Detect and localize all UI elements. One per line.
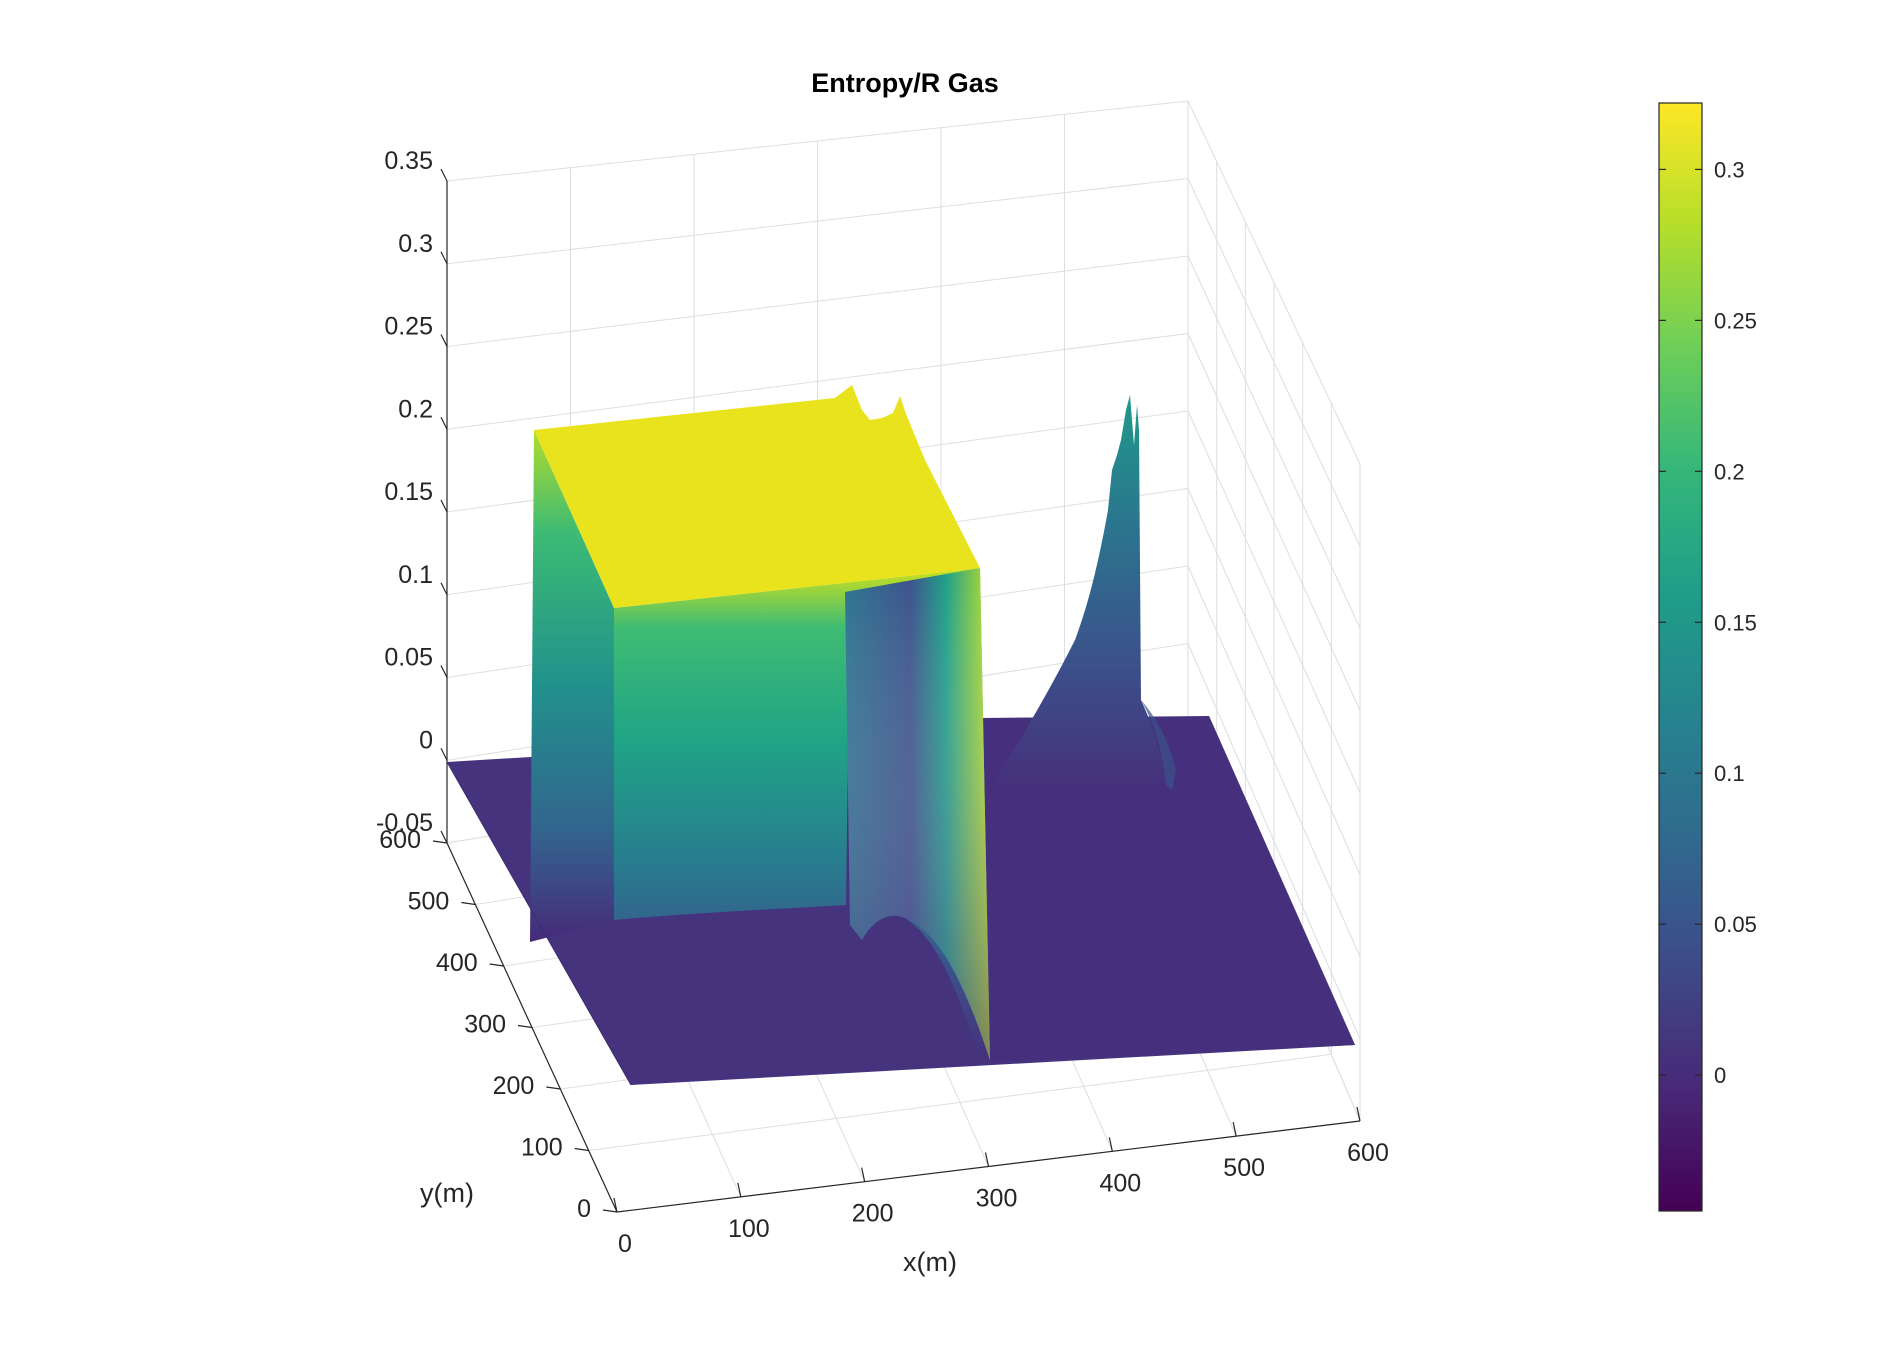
z-tick-mark — [440, 251, 448, 265]
z-tick-label: 0.3 — [398, 230, 433, 258]
colorbar-tick-label: 0.3 — [1714, 157, 1745, 182]
x-axis-label: x(m) — [903, 1247, 957, 1277]
x-tick-mark — [613, 1197, 618, 1213]
z-ticks: -0.05 0 0.05 0.1 0.15 0.2 0.25 0.3 0.35 — [376, 147, 448, 844]
x-tick-label: 500 — [1223, 1154, 1265, 1182]
x-tick-label: 300 — [976, 1185, 1018, 1213]
grid-line — [1187, 410, 1361, 793]
x-tick-mark — [737, 1182, 742, 1197]
z-tick-label: 0 — [419, 726, 433, 754]
z-tick-mark — [440, 499, 448, 513]
y-tick-mark — [517, 1024, 533, 1029]
y-axis-label: y(m) — [420, 1178, 474, 1208]
y-tick-mark — [432, 840, 448, 844]
y-tick-label: 200 — [493, 1072, 535, 1100]
z-tick-mark — [440, 416, 448, 430]
y-tick-label: 300 — [464, 1011, 506, 1039]
z-tick-mark — [440, 747, 448, 761]
z-tick-label: 0.15 — [384, 478, 433, 506]
colorbar-ticks: 0 0.05 0.1 0.15 0.2 0.25 0.3 — [1659, 157, 1757, 1088]
colorbar-tick-label: 0.25 — [1714, 308, 1757, 333]
grid-line — [1187, 488, 1361, 875]
z-tick-label: 0.05 — [384, 644, 433, 672]
grid-line — [446, 255, 1189, 347]
colorbar-tick-label: 0.15 — [1714, 610, 1757, 635]
grid-line — [446, 100, 1189, 182]
z-tick-label: -0.05 — [376, 809, 433, 837]
grid-line — [1187, 100, 1361, 465]
x-tick-label: 600 — [1347, 1139, 1389, 1167]
plateau-top — [534, 385, 980, 608]
x-tick-mark — [1108, 1137, 1113, 1152]
grid-line — [1187, 255, 1361, 629]
y-tick-label: 600 — [379, 826, 421, 854]
z-tick-label: 0.1 — [398, 561, 433, 589]
grid-line — [1187, 333, 1361, 711]
z-tick-label: 0.2 — [398, 395, 433, 423]
x-tick-label: 0 — [618, 1230, 632, 1258]
y-tick-label: 100 — [521, 1134, 563, 1162]
x-tick-label: 400 — [1099, 1169, 1141, 1197]
x-tick-mark — [984, 1152, 990, 1167]
z-tick-mark — [440, 334, 448, 347]
y-tick-mark — [461, 901, 476, 906]
plateau-left-wall — [530, 430, 614, 942]
colorbar-gradient — [1658, 102, 1703, 1212]
chart-title: Entropy/R Gas — [811, 68, 999, 98]
colorbar: 0 0.05 0.1 0.15 0.2 0.25 0.3 — [1658, 102, 1757, 1212]
y-tick-mark — [546, 1086, 561, 1090]
z-tick-mark — [440, 830, 448, 844]
z-tick-label: 0.35 — [384, 147, 433, 175]
plateau-right-wall-shade — [845, 568, 990, 1060]
y-tick-mark — [489, 963, 504, 967]
floor-surface-right — [980, 716, 1355, 1062]
y-tick-label: 0 — [577, 1195, 591, 1223]
y-tick-label: 500 — [408, 888, 450, 916]
grid-line — [1187, 178, 1361, 547]
y-tick-mark — [574, 1147, 589, 1152]
y-ticks: 0 100 200 300 400 500 600 — [379, 826, 618, 1223]
grid-line — [446, 178, 1189, 265]
z-tick-mark — [440, 582, 448, 596]
y-tick-label: 400 — [436, 949, 478, 977]
peak-ridge — [1141, 700, 1176, 790]
z-tick-label: 0.25 — [384, 313, 433, 341]
grid-line — [1187, 565, 1361, 957]
x-tick-label: 100 — [728, 1215, 770, 1243]
x-tick-label: 200 — [852, 1200, 894, 1228]
floor-front-edge — [446, 761, 632, 1086]
z-tick-mark — [440, 168, 448, 182]
colorbar-tick-label: 0.1 — [1714, 761, 1745, 786]
x-tick-mark — [1356, 1106, 1361, 1122]
grid-line — [1187, 643, 1361, 1040]
colorbar-tick-label: 0.2 — [1714, 459, 1745, 484]
peak-surface — [990, 395, 1165, 800]
y-tick-mark — [602, 1209, 618, 1213]
grid-line — [588, 1053, 1332, 1151]
colorbar-tick-label: 0 — [1714, 1063, 1726, 1088]
x-ticks: 0 100 200 300 400 500 600 — [613, 1106, 1389, 1258]
z-tick-mark — [440, 665, 448, 678]
x-tick-mark — [861, 1167, 866, 1182]
colorbar-tick-label: 0.05 — [1714, 912, 1757, 937]
grid-line — [446, 333, 1189, 430]
x-tick-mark — [1232, 1122, 1237, 1137]
